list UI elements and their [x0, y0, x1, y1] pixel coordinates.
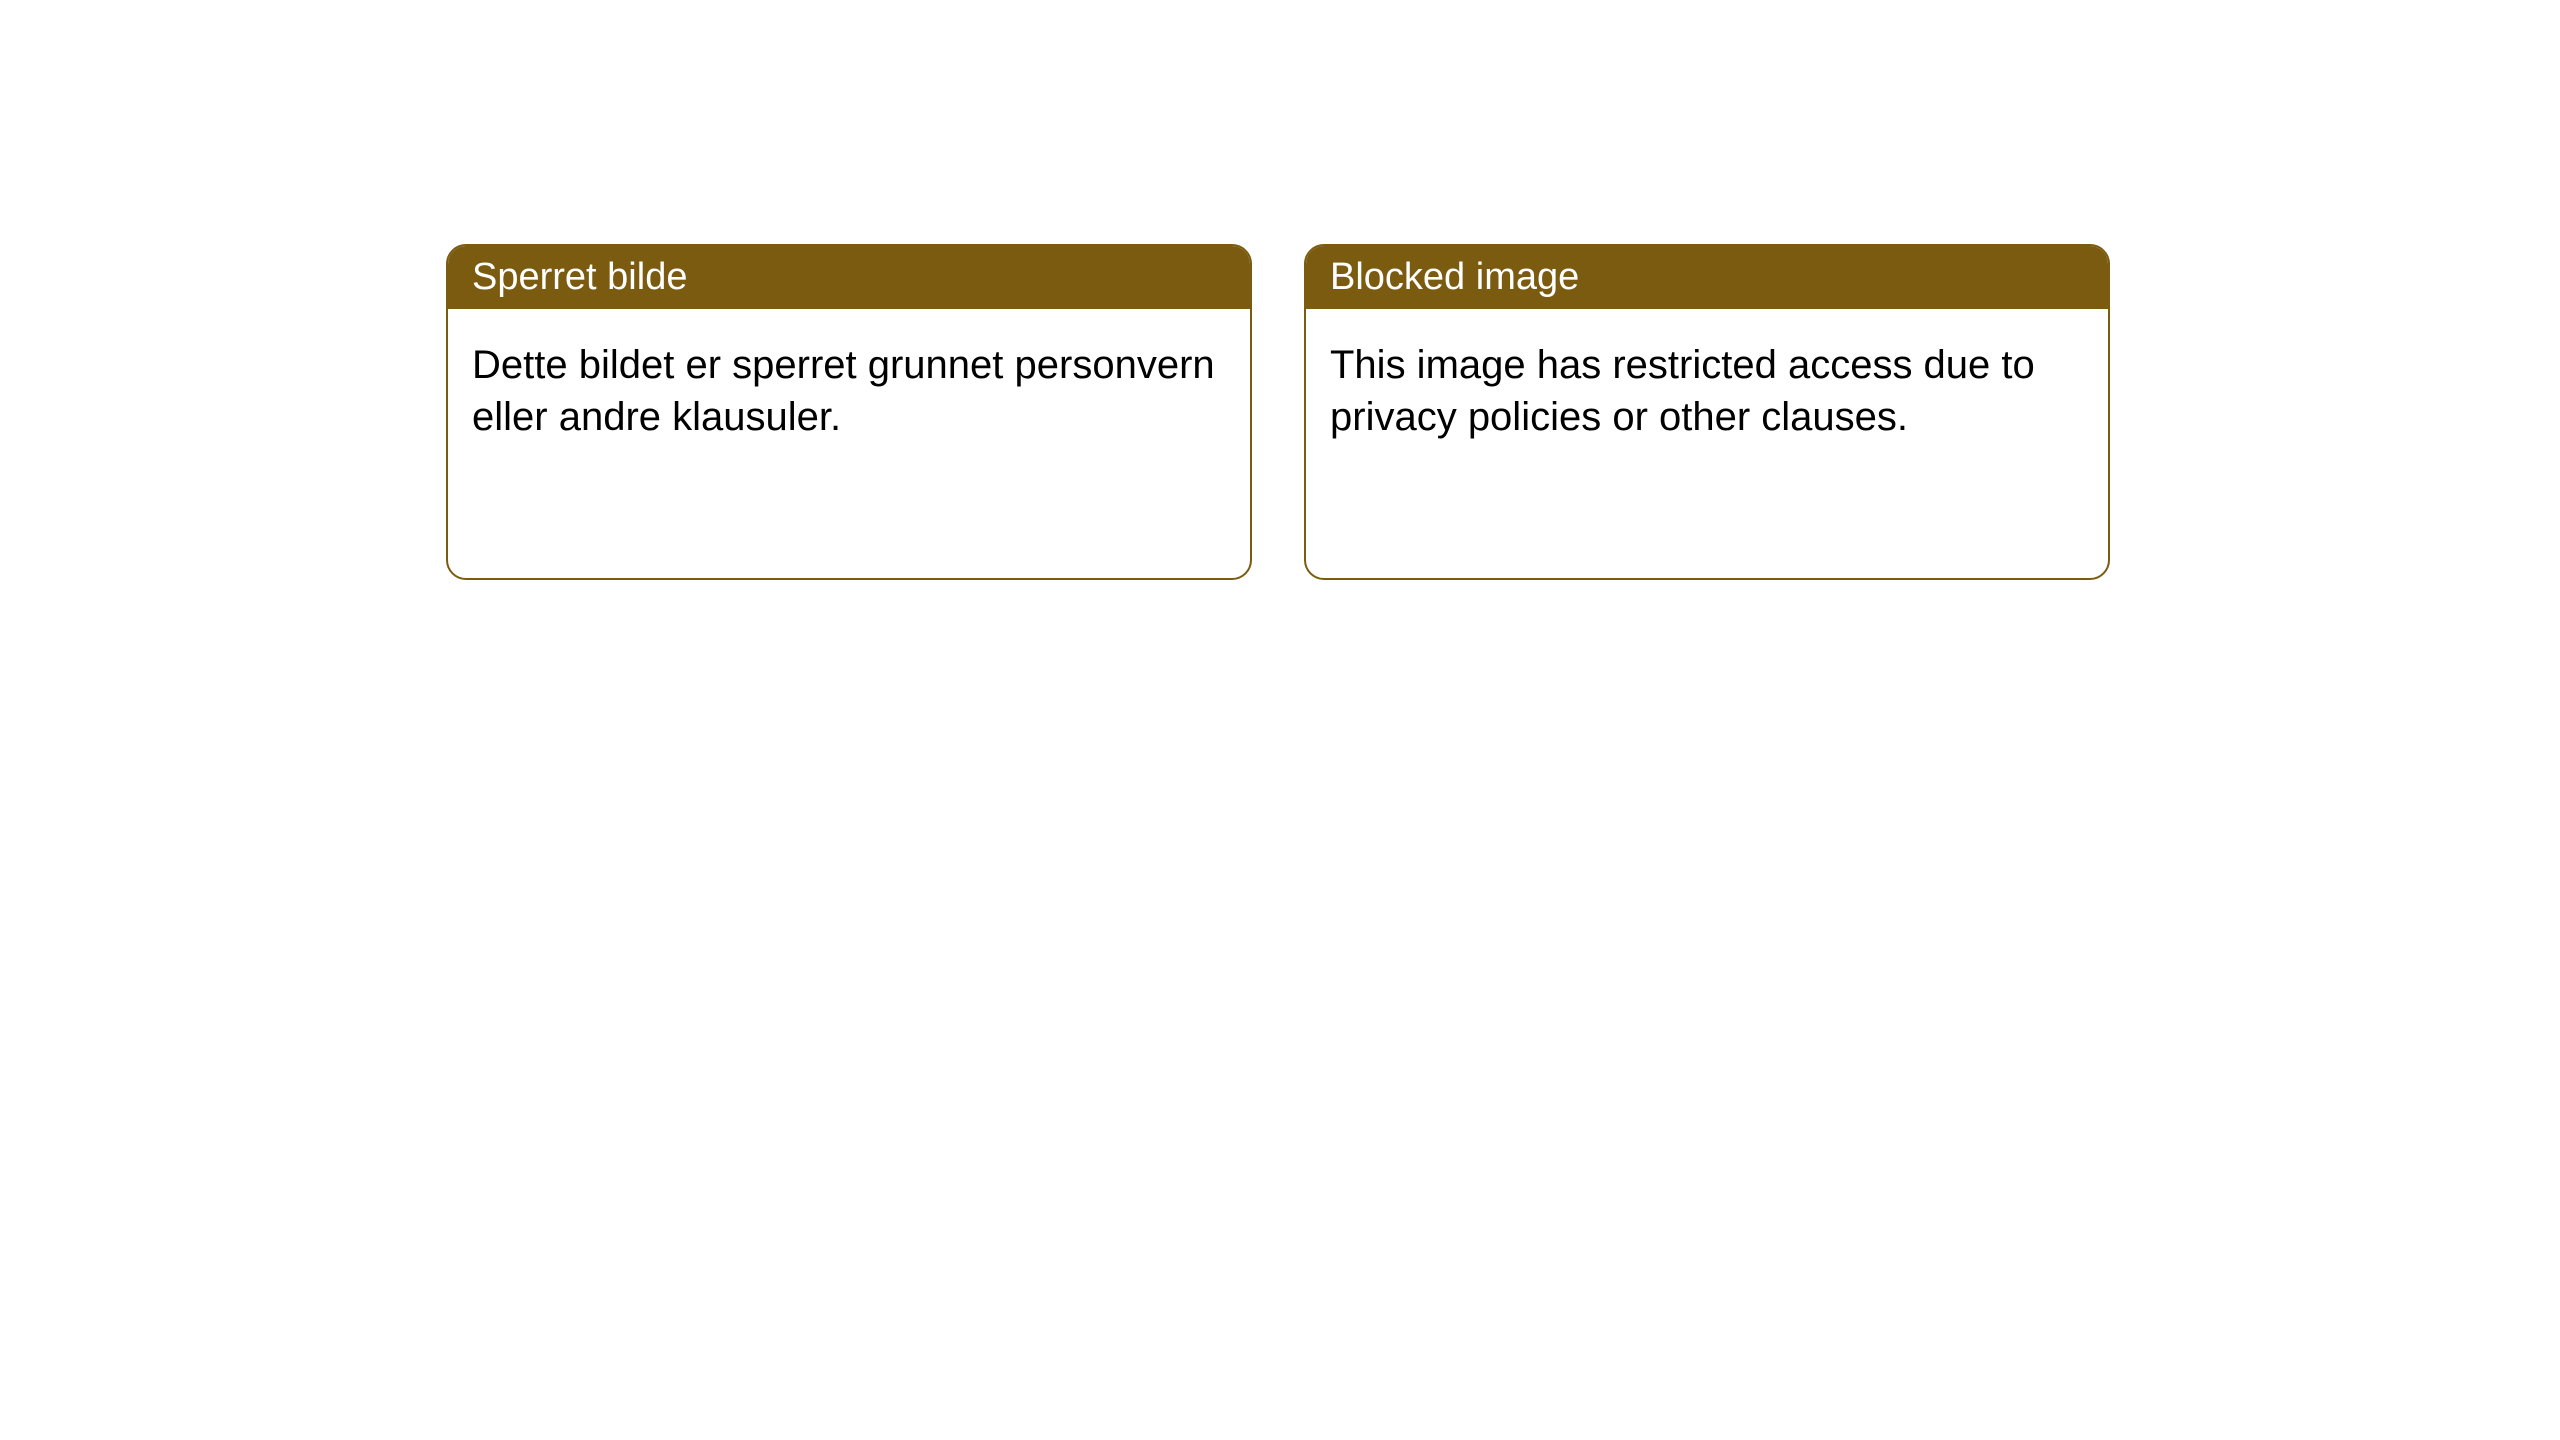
notice-body: Dette bildet er sperret grunnet personve… — [448, 309, 1250, 473]
notice-card-english: Blocked image This image has restricted … — [1304, 244, 2110, 580]
notice-title: Sperret bilde — [448, 246, 1250, 309]
notice-card-norwegian: Sperret bilde Dette bildet er sperret gr… — [446, 244, 1252, 580]
notice-title: Blocked image — [1306, 246, 2108, 309]
notice-container: Sperret bilde Dette bildet er sperret gr… — [446, 244, 2110, 580]
notice-body: This image has restricted access due to … — [1306, 309, 2108, 473]
